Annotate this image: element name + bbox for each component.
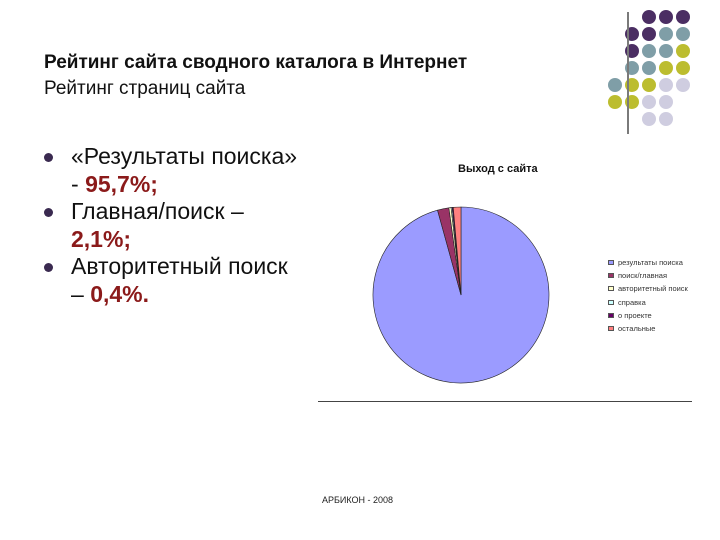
title-block: Рейтинг сайта сводного каталога в Интерн… — [44, 50, 604, 102]
bullet-value: 95,7%; — [85, 170, 158, 197]
legend-label: остальные — [618, 323, 656, 333]
bullet-text: Авторитетный поиск – — [71, 253, 288, 307]
legend-label: справка — [618, 297, 646, 307]
legend-item: поиск/главная — [608, 269, 688, 282]
bullet-icon — [44, 263, 53, 272]
legend-swatch — [608, 325, 614, 331]
decorative-dot — [608, 78, 622, 92]
legend-label: поиск/главная — [618, 271, 668, 281]
bullet-value: 0,4%. — [90, 280, 150, 307]
legend-label: о проекте — [618, 310, 652, 320]
bullet-item: Авторитетный поиск – 0,4%. — [44, 253, 304, 308]
decorative-dot — [676, 61, 690, 75]
legend-item: остальные — [608, 322, 688, 335]
legend-swatch — [608, 299, 614, 305]
decorative-dot — [659, 44, 673, 58]
decorative-dot — [642, 27, 656, 41]
legend-label: результаты поиска — [618, 258, 683, 267]
legend-item: авторитетный поиск — [608, 282, 688, 295]
decorative-dot — [676, 44, 690, 58]
bullet-item: «Результаты поиска» - 95,7%; — [44, 143, 304, 198]
decorative-dot — [676, 10, 690, 24]
decorative-dot-grid — [608, 10, 690, 126]
bullet-icon — [44, 153, 53, 162]
slide-subtitle: Рейтинг страниц сайта — [44, 78, 246, 99]
decorative-dot — [659, 78, 673, 92]
bullet-text: «Результаты поиска» - — [71, 143, 298, 197]
decorative-dot — [659, 112, 673, 126]
decorative-dot — [642, 10, 656, 24]
decorative-dot — [676, 78, 690, 92]
decorative-dot — [659, 10, 673, 24]
slide-title: Рейтинг сайта сводного каталога в Интерн… — [44, 52, 468, 73]
legend-swatch — [608, 286, 614, 292]
pie-slice — [452, 206, 462, 296]
legend-item: о проекте — [608, 309, 688, 322]
decorative-dot — [608, 95, 622, 109]
chart-baseline — [318, 401, 692, 402]
decorative-dot — [642, 44, 656, 58]
decorative-dot — [659, 27, 673, 41]
bullet-value: 2,1%; — [71, 225, 132, 252]
bullet-text: Главная/поиск – — [71, 198, 244, 224]
legend-swatch — [608, 273, 614, 279]
legend-item: результаты поиска — [608, 256, 688, 269]
decorative-dot — [642, 112, 656, 126]
chart-title: Выход с сайта — [458, 163, 538, 175]
decorative-dot — [676, 27, 690, 41]
bullet-list: «Результаты поиска» - 95,7%; Главная/пои… — [44, 143, 304, 308]
bullet-icon — [44, 208, 53, 217]
decorative-dot — [642, 95, 656, 109]
decorative-dot — [642, 61, 656, 75]
legend-item: справка — [608, 296, 688, 309]
legend-swatch — [608, 312, 614, 318]
decorative-vertical-line — [627, 12, 629, 134]
legend-swatch — [608, 260, 614, 265]
decorative-dot — [642, 78, 656, 92]
decorative-dot — [659, 95, 673, 109]
decorative-dot — [659, 61, 673, 75]
legend-label: авторитетный поиск — [618, 284, 688, 294]
footer-text: АРБИКОН - 2008 — [322, 495, 394, 505]
bullet-item: Главная/поиск – 2,1%; — [44, 198, 304, 253]
chart-legend: результаты поиска поиск/главная авторите… — [608, 256, 688, 335]
